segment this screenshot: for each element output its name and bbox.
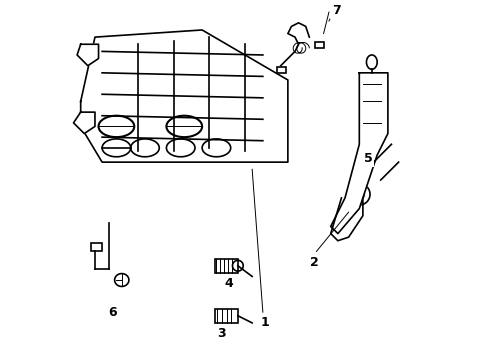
Polygon shape — [74, 112, 95, 134]
Bar — [92, 243, 102, 251]
Text: 4: 4 — [224, 277, 233, 290]
Text: 7: 7 — [332, 4, 341, 17]
Polygon shape — [331, 73, 388, 234]
Bar — [215, 258, 238, 273]
Bar — [277, 67, 286, 73]
Text: 1: 1 — [260, 316, 269, 329]
Text: 3: 3 — [218, 327, 226, 340]
Bar — [315, 42, 323, 48]
Bar — [215, 309, 238, 323]
Text: 6: 6 — [108, 306, 117, 319]
Text: 5: 5 — [364, 152, 372, 165]
Text: 2: 2 — [310, 256, 319, 269]
Polygon shape — [77, 44, 98, 66]
